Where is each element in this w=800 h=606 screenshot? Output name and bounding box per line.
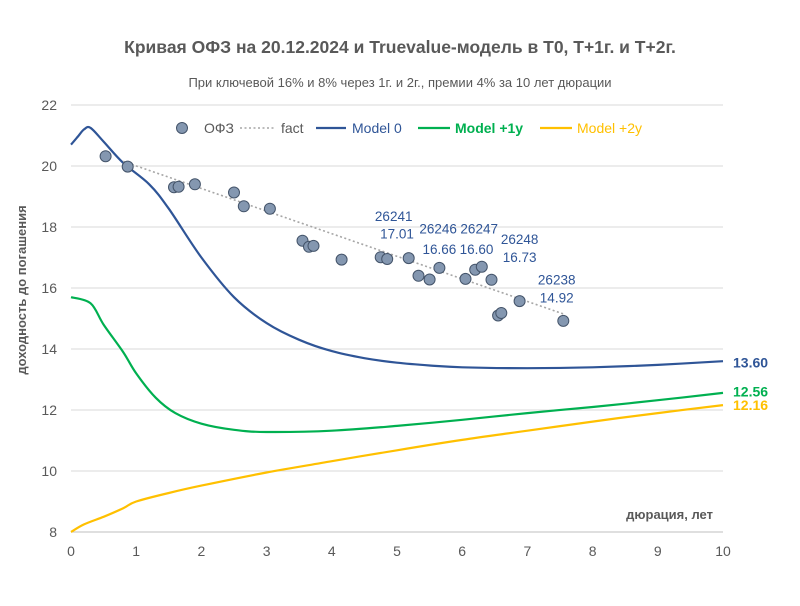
y-tick-label: 8 [49, 524, 57, 540]
x-tick-label: 3 [263, 543, 271, 559]
x-tick-label: 4 [328, 543, 336, 559]
x-axis-label: дюрация, лет [626, 507, 713, 522]
ofz-point [381, 253, 394, 265]
y-tick-label: 16 [41, 280, 57, 296]
y-tick-label: 10 [41, 463, 57, 479]
point-annotation: 16.60 [460, 242, 494, 257]
legend-marker-ofz [176, 122, 188, 134]
legend-label-model-plus-2y: Model +2y [577, 120, 642, 136]
y-tick-label: 14 [41, 341, 57, 357]
y-tick-label: 22 [41, 97, 57, 113]
y-axis-label: доходность до погашения [14, 205, 29, 374]
x-tick-label: 6 [458, 543, 466, 559]
series-line-model-0 [70, 125, 724, 370]
ofz-point [433, 261, 446, 274]
ofz-point [485, 273, 498, 286]
point-annotation: 26248 [501, 232, 539, 247]
legend-label-fact: fact [281, 120, 304, 136]
end-value-label: 12.16 [733, 397, 768, 413]
ofz-point [237, 200, 250, 213]
point-annotation: 26246 [419, 221, 457, 236]
ofz-point [121, 160, 134, 173]
ofz-point [188, 178, 201, 191]
ofz-point [99, 150, 112, 163]
ofz-point [423, 273, 436, 286]
x-tick-label: 9 [654, 543, 662, 559]
point-annotation: 14.92 [540, 291, 574, 306]
series-line-model-plus-1y [70, 296, 724, 434]
y-tick-label: 18 [41, 219, 57, 235]
x-tick-label: 7 [524, 543, 532, 559]
ofz-point [412, 269, 425, 282]
x-tick-label: 1 [132, 543, 140, 559]
x-tick-label: 2 [198, 543, 206, 559]
point-annotation: 26241 [375, 209, 413, 224]
ofz-point [263, 202, 276, 215]
end-value-label: 12.56 [733, 383, 768, 399]
ofz-point [475, 260, 488, 273]
y-tick-label: 12 [41, 402, 57, 418]
point-annotation: 16.66 [423, 242, 457, 257]
x-tick-label: 5 [393, 543, 401, 559]
point-annotation: 16.73 [503, 250, 537, 265]
ofz-point [557, 314, 570, 327]
x-tick-label: 10 [715, 543, 731, 559]
legend-label-ofz: ОФЗ [204, 120, 234, 136]
x-tick-label: 8 [589, 543, 597, 559]
chart-title: Кривая ОФЗ на 20.12.2024 и Truevalue-мод… [124, 37, 676, 57]
y-tick-label: 20 [41, 158, 57, 174]
ofz-point [335, 253, 348, 266]
x-tick-label: 0 [67, 543, 75, 559]
ofz-point [459, 272, 472, 285]
ofz-point [513, 295, 526, 308]
ofz-point [307, 239, 320, 252]
end-value-label: 13.60 [733, 354, 768, 370]
ofz-point [495, 307, 508, 319]
point-annotation: 26238 [538, 272, 576, 287]
point-annotation: 17.01 [380, 227, 414, 242]
legend-label-model-plus-1y: Model +1y [455, 120, 523, 136]
chart-subtitle: При ключевой 16% и 8% через 1г. и 2г., п… [188, 75, 611, 90]
legend-label-model-0: Model 0 [352, 120, 402, 136]
point-annotation: 26247 [460, 221, 498, 236]
series-line-model-plus-2y [70, 404, 724, 533]
ofz-point [402, 252, 415, 265]
ofz-point [172, 180, 185, 193]
ofz-point [228, 186, 240, 199]
